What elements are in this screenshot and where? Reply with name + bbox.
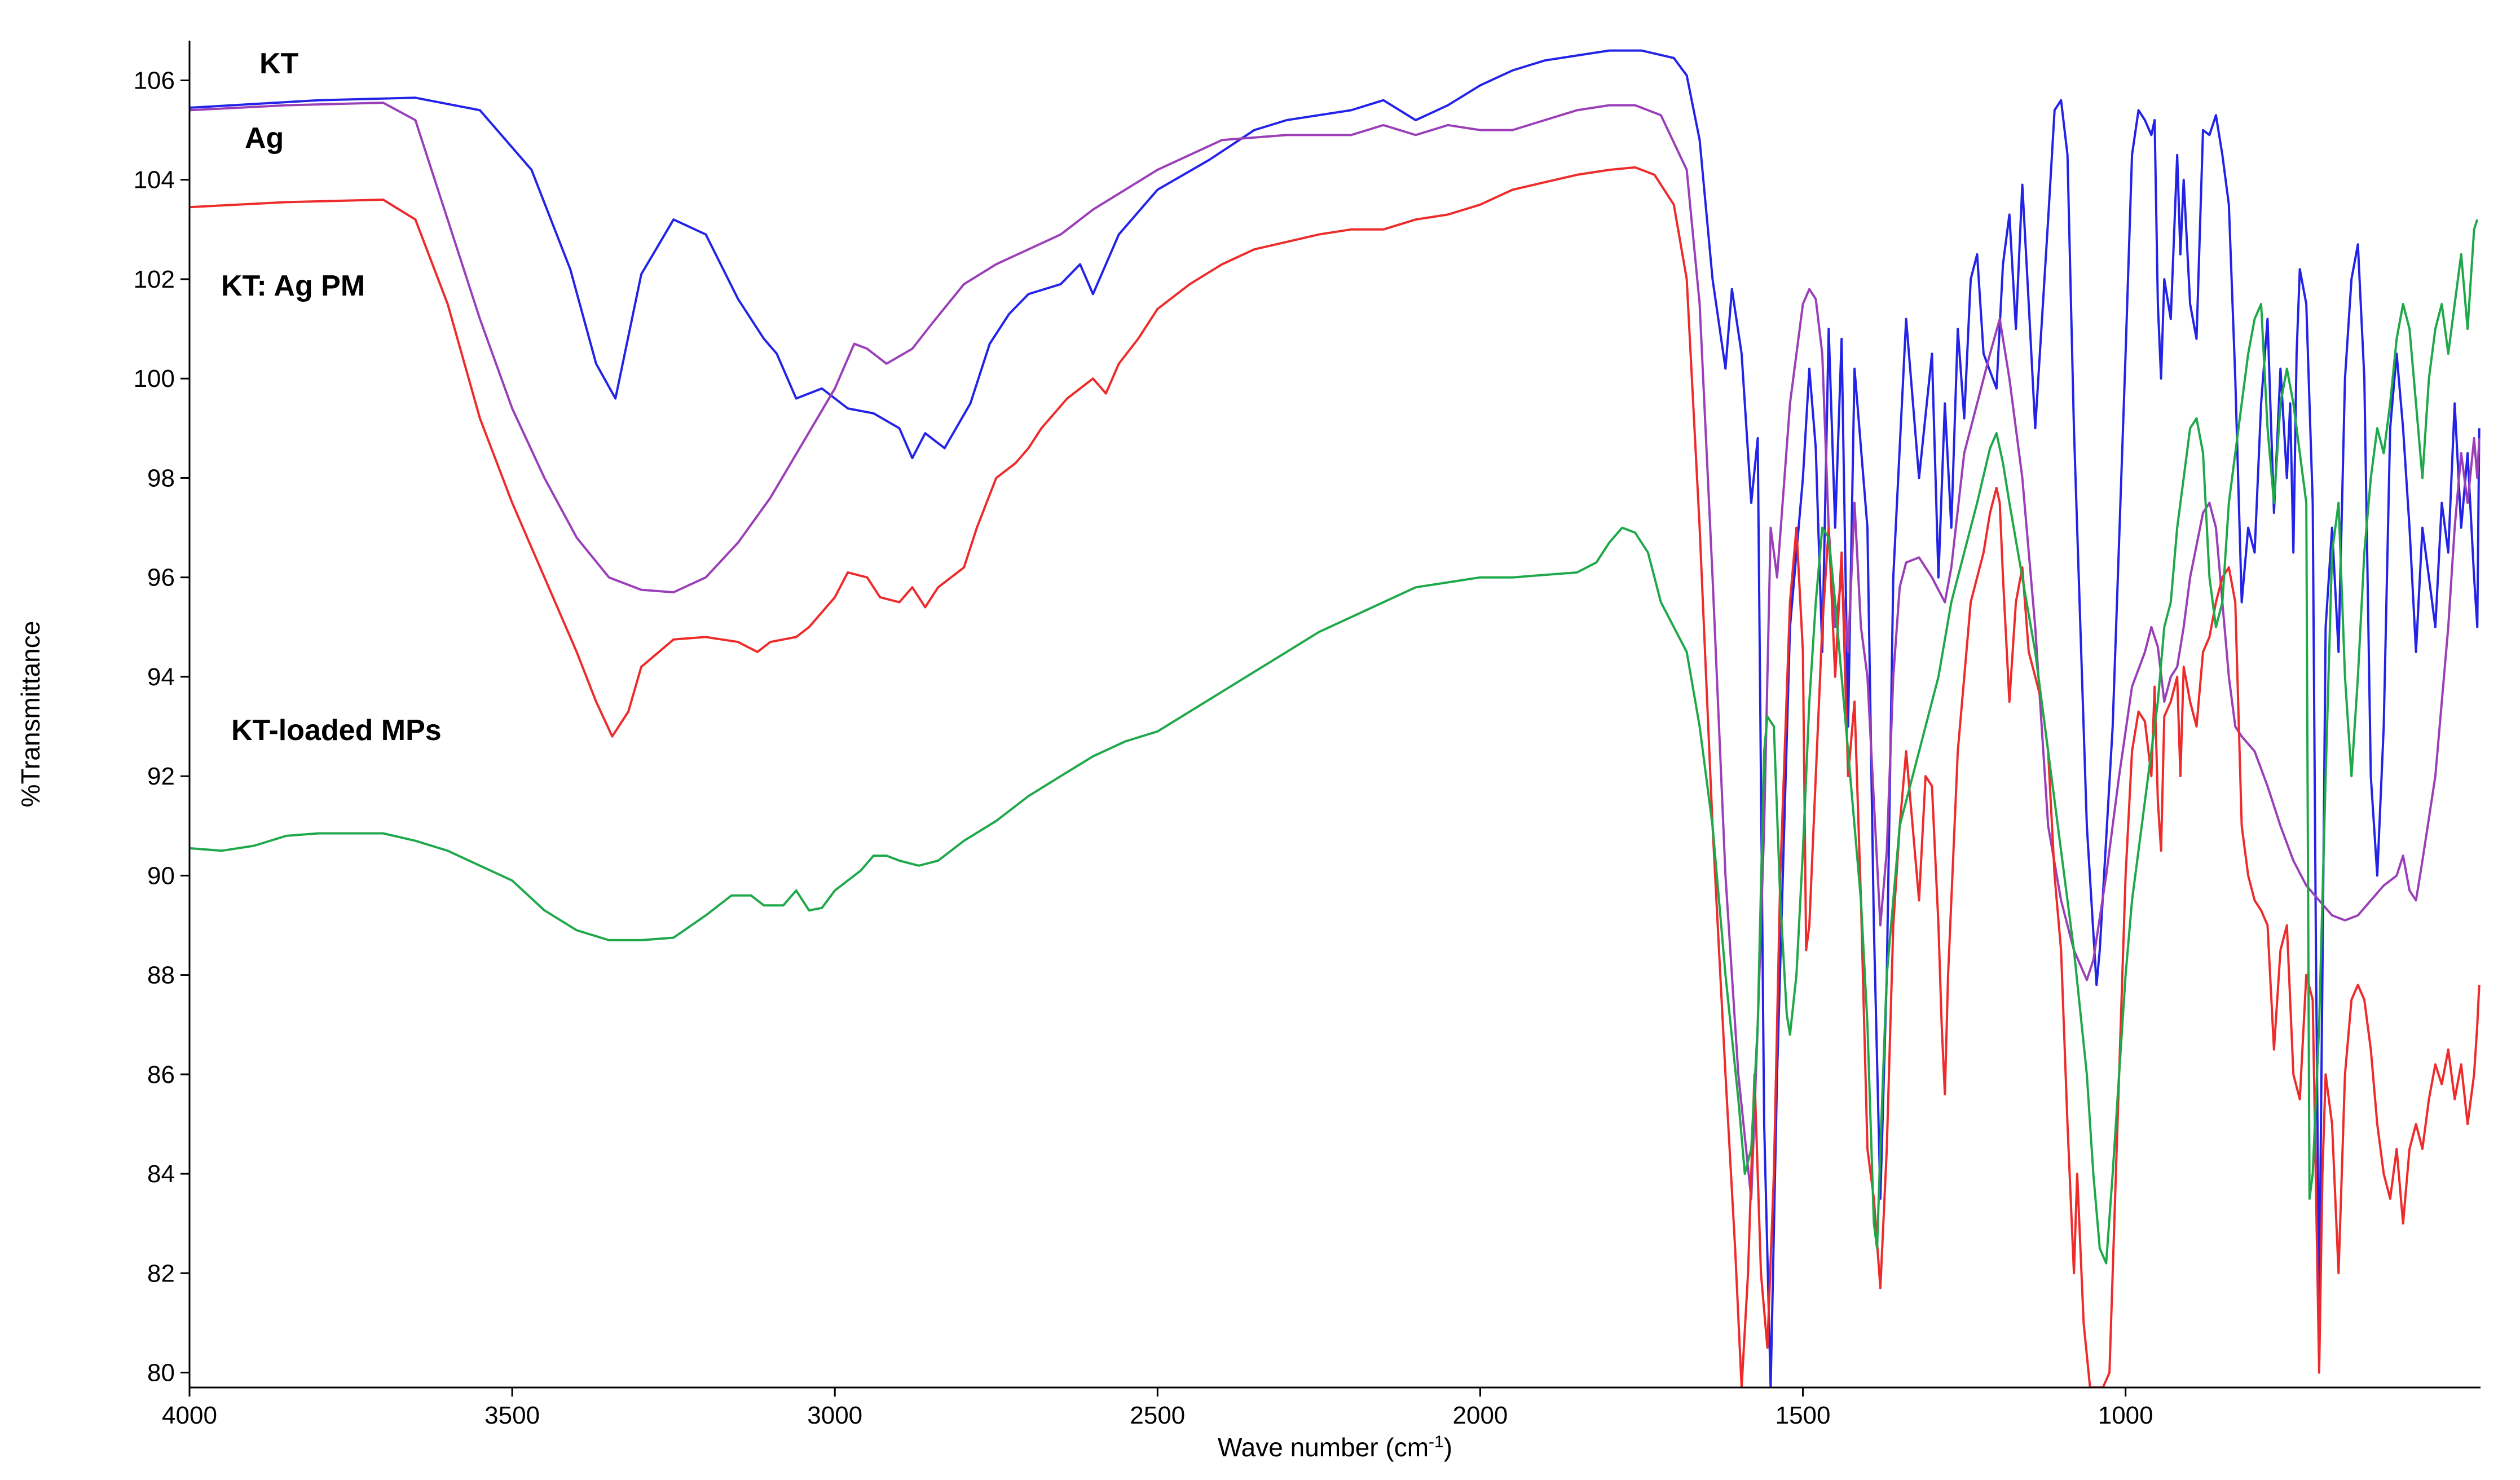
series-labels: KT Ag KT: Ag PM KT-loaded MPs — [221, 47, 442, 747]
series-line-kt-ag-pm — [190, 166, 2481, 1387]
y-tick-label: 90 — [147, 862, 175, 889]
series-line-kt-loaded-mps — [190, 219, 2479, 1265]
y-axis-title: %Transmittance — [16, 621, 45, 808]
series-label-kt: KT — [259, 47, 299, 80]
y-tick-label: 84 — [147, 1160, 175, 1188]
y-axis: 80 82 84 86 88 90 92 94 96 98 100 102 104 106 — [134, 41, 191, 1387]
y-tick-label: 92 — [147, 763, 175, 790]
x-tick-label: 3000 — [807, 1402, 862, 1429]
series-label-kt-ag-pm: KT: Ag PM — [221, 270, 365, 302]
y-tick-label: 82 — [147, 1259, 175, 1287]
y-tick-label: 102 — [134, 266, 175, 293]
y-tick-label: 94 — [147, 663, 175, 691]
series-label-ag: Ag — [245, 122, 284, 155]
x-tick-label: 2500 — [1130, 1402, 1185, 1429]
y-tick-label: 104 — [134, 166, 175, 194]
series-line-kt — [190, 49, 2481, 1387]
series-line-ag — [190, 102, 2481, 1200]
x-axis: 4000 3500 3000 2500 2000 1500 1000 — [162, 1386, 2481, 1429]
x-tick-label: 1500 — [1776, 1402, 1831, 1429]
x-tick-label: 1000 — [2098, 1402, 2153, 1429]
x-axis-title: Wave number (cm-1) — [1218, 1433, 1452, 1463]
x-axis-title-sup: -1 — [1429, 1433, 1444, 1451]
x-tick-label: 2000 — [1453, 1402, 1508, 1429]
y-tick-label: 86 — [147, 1061, 175, 1089]
y-tick-label: 106 — [134, 67, 175, 94]
x-tick-label: 3500 — [484, 1402, 540, 1429]
plot-area — [190, 49, 2481, 1387]
x-tick-label: 4000 — [162, 1402, 217, 1429]
series-label-kt-loaded-mps: KT-loaded MPs — [231, 714, 442, 747]
y-tick-label: 80 — [147, 1359, 175, 1387]
y-tick-label: 88 — [147, 962, 175, 989]
x-axis-title-close: ) — [1444, 1433, 1452, 1462]
x-axis-title-main: Wave number (cm — [1218, 1433, 1429, 1462]
y-tick-label: 98 — [147, 464, 175, 492]
y-tick-label: 96 — [147, 564, 175, 592]
y-tick-label: 100 — [134, 365, 175, 393]
